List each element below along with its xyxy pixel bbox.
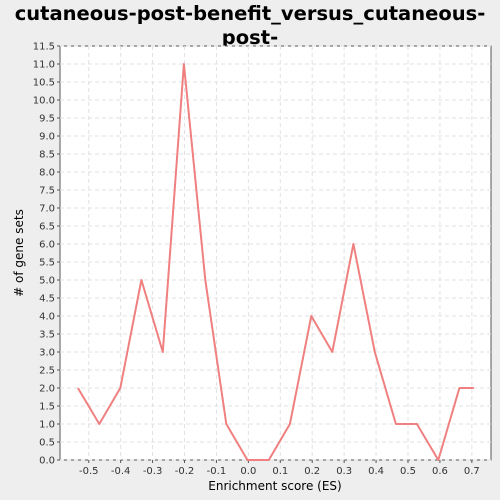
x-axis-label: Enrichment score (ES) xyxy=(208,479,341,493)
y-tick-label: 10.5 xyxy=(33,78,55,89)
y-tick-label: 10.0 xyxy=(33,96,55,107)
y-tick-label: 4.0 xyxy=(39,312,55,323)
x-tick-label: -0.2 xyxy=(175,466,195,477)
y-tick-label: 0.5 xyxy=(39,438,55,449)
y-tick-label: 11.5 xyxy=(33,42,55,53)
y-tick-label: 9.0 xyxy=(39,132,55,143)
x-tick-label: -0.4 xyxy=(111,466,131,477)
y-tick-label: 8.5 xyxy=(39,150,55,161)
y-tick-label: 1.5 xyxy=(39,402,55,413)
y-tick-label: 6.0 xyxy=(39,240,55,251)
y-tick-label: 9.5 xyxy=(39,114,55,125)
y-tick-label: 6.5 xyxy=(39,222,55,233)
x-tick-label: -0.5 xyxy=(79,466,99,477)
y-tick-label: 11.0 xyxy=(33,60,55,71)
y-tick-label: 3.5 xyxy=(39,330,55,341)
y-tick-label: 4.5 xyxy=(39,294,55,305)
y-tick-label: 2.5 xyxy=(39,366,55,377)
x-tick-label: 0.6 xyxy=(432,466,448,477)
series-group xyxy=(77,63,474,461)
y-tick-label: 7.0 xyxy=(39,204,55,215)
x-tick-label: -0.3 xyxy=(143,466,163,477)
x-tick-label: 0.1 xyxy=(272,466,288,477)
y-axis-ticks: 0.0 0.5 1.0 1.5 2.0 2.5 3.0 3.5 4.0 4.5 5.0 5.5 6.0 6… xyxy=(33,42,60,467)
y-tick-label: 7.5 xyxy=(39,186,55,197)
y-tick-label: 3.0 xyxy=(39,348,55,359)
y-tick-label: 5.0 xyxy=(39,276,55,287)
x-tick-label: 0.2 xyxy=(304,466,320,477)
x-axis-ticks: -0.5 -0.4 -0.3 -0.2 -0.1 0.0 0.1 0.2 0.3 0.4 0.5 0.… xyxy=(79,460,480,477)
series-line xyxy=(77,63,474,461)
y-tick-label: 0.0 xyxy=(39,456,55,467)
x-tick-label: 0.3 xyxy=(336,466,352,477)
grid-lines xyxy=(60,45,491,461)
y-tick-label: 5.5 xyxy=(39,258,55,269)
chart-title-line-1: cutaneous-post-benefit_versus_cutaneous-… xyxy=(14,2,486,49)
x-tick-label: 0.7 xyxy=(464,466,480,477)
y-axis-label: # of gene sets xyxy=(12,209,26,297)
plot-area xyxy=(59,45,492,461)
x-tick-label: 0.4 xyxy=(368,466,384,477)
x-tick-label: 0.0 xyxy=(240,466,256,477)
y-tick-label: 2.0 xyxy=(39,384,55,395)
x-tick-label: 0.5 xyxy=(400,466,416,477)
y-tick-label: 1.0 xyxy=(39,420,55,431)
y-tick-label: 8.0 xyxy=(39,168,55,179)
x-tick-label: -0.1 xyxy=(207,466,227,477)
